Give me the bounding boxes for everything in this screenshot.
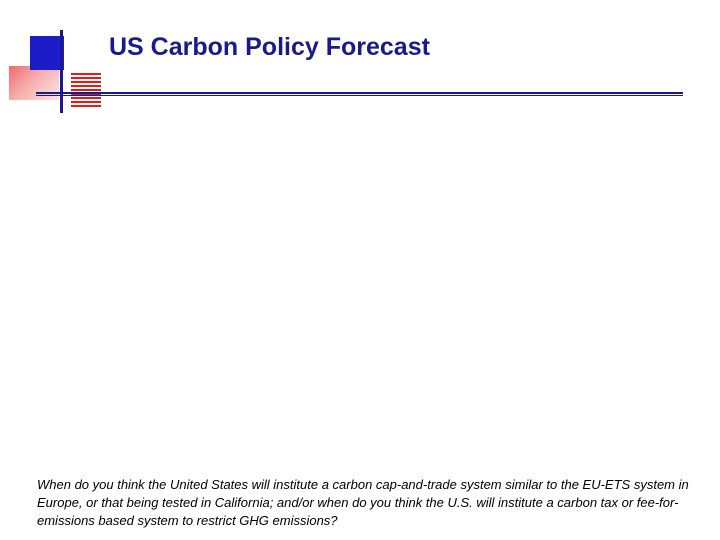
blue-square-shape: [30, 36, 64, 70]
vertical-line-shape: [60, 30, 63, 113]
title-divider: [36, 92, 683, 96]
slide-title: US Carbon Policy Forecast: [109, 33, 430, 61]
red-stripes-shape: [71, 73, 101, 107]
pink-square-shape: [9, 66, 59, 100]
decorative-squares-logo-icon: [0, 0, 110, 115]
question-text: When do you think the United States will…: [37, 477, 689, 528]
